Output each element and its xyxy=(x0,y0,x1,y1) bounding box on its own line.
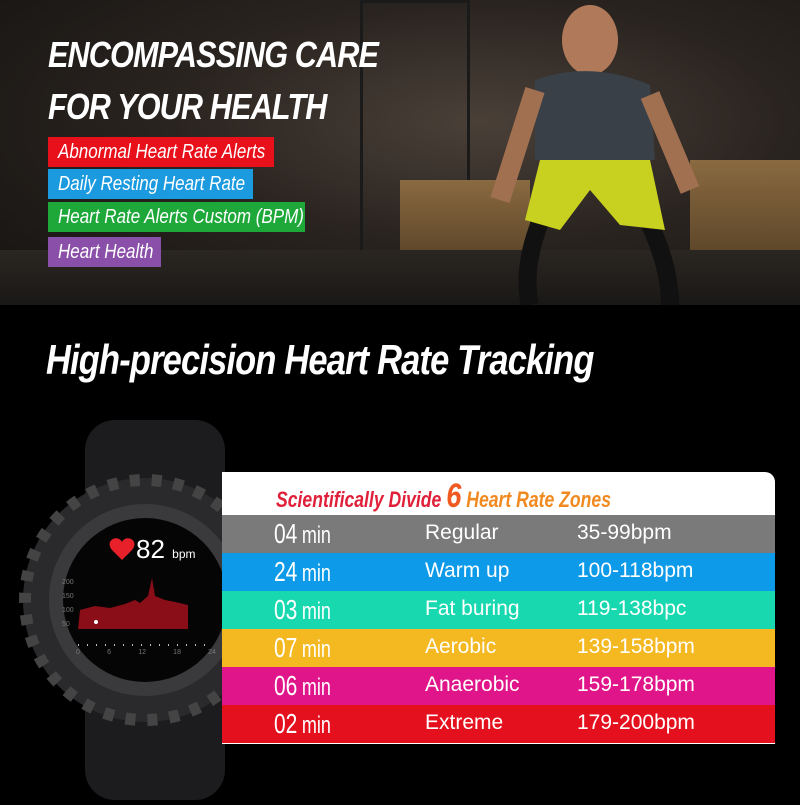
zone-name: Anaerobic xyxy=(425,673,520,696)
y-axis-labels: 200 150 100 50 xyxy=(62,579,74,628)
zone-name: Extreme xyxy=(425,711,504,734)
zone-duration: 04 min xyxy=(274,518,331,549)
zone-row: 02 min Extreme 179-200bpm xyxy=(222,705,775,743)
heart-rate-zones-table: Scientifically Divide 6 Heart Rate Zones… xyxy=(222,472,775,744)
zone-range: 100-118bpm xyxy=(577,559,694,582)
section-title: High-precision Heart Rate Tracking xyxy=(46,336,594,383)
zone-name: Fat buring xyxy=(425,597,520,620)
zone-range: 159-178bpm xyxy=(577,673,695,696)
zone-duration: 24 min xyxy=(274,556,331,587)
zone-row: 07 min Aerobic 139-158bpm xyxy=(222,629,775,667)
athlete-silhouette xyxy=(490,5,700,305)
zone-name: Aerobic xyxy=(425,635,497,658)
zone-duration: 02 min xyxy=(274,708,331,739)
zone-duration: 03 min xyxy=(274,594,331,625)
zone-row: 03 min Fat buring 119-138bpc xyxy=(222,591,775,629)
zone-duration: 06 min xyxy=(274,670,331,701)
zones-title: Scientifically Divide 6 Heart Rate Zones xyxy=(276,477,612,515)
zone-row: 24 min Warm up 100-118bpm xyxy=(222,553,775,591)
feature-tag: Heart Rate Alerts Custom (BPM) xyxy=(48,202,305,232)
zone-range: 35-99bpm xyxy=(577,521,672,544)
zone-row: 04 min Regular 35-99bpm xyxy=(222,515,775,553)
hero-photo: ENCOMPASSING CARE FOR YOUR HEALTH Abnorm… xyxy=(0,0,800,305)
feature-tag: Heart Health xyxy=(48,237,161,267)
heart-rate-value: 82 bpm xyxy=(136,534,196,564)
headline-line2: FOR YOUR HEALTH xyxy=(48,86,327,127)
feature-tag: Abnormal Heart Rate Alerts xyxy=(48,137,274,167)
x-axis-labels: 0 6 12 18 24 xyxy=(76,649,216,656)
zone-range: 139-158bpm xyxy=(577,635,695,658)
headline-line1: ENCOMPASSING CARE xyxy=(48,34,379,75)
zone-range: 119-138bpc xyxy=(577,597,687,620)
plyo-box xyxy=(690,160,800,260)
zone-row: 06 min Anaerobic 159-178bpm xyxy=(222,667,775,705)
zone-duration: 07 min xyxy=(274,632,331,663)
zone-name: Regular xyxy=(425,521,499,544)
feature-tag: Daily Resting Heart Rate xyxy=(48,169,253,199)
zone-range: 179-200bpm xyxy=(577,711,695,734)
zone-name: Warm up xyxy=(425,559,510,582)
